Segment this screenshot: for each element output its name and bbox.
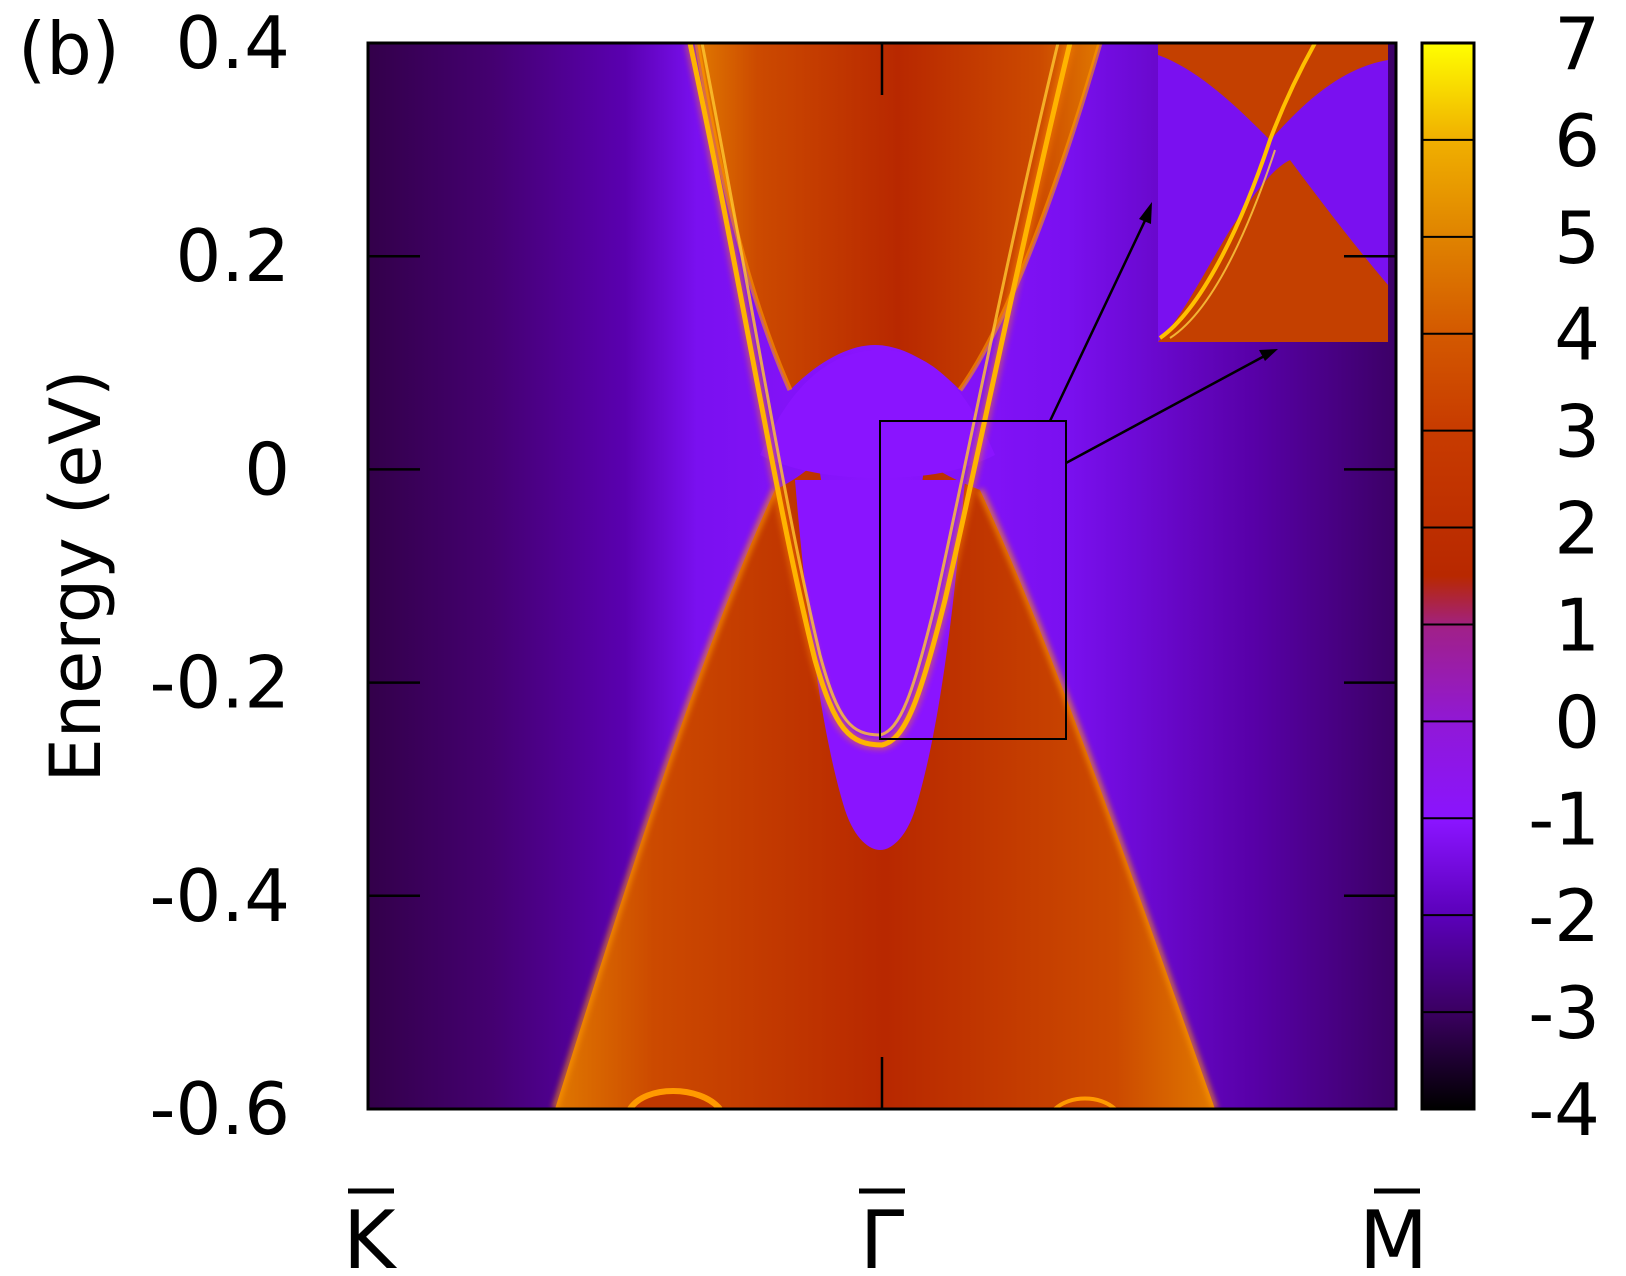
colorbar-tick-label: 4 [1554, 293, 1600, 377]
zoom-arrow-upper [1048, 209, 1152, 422]
colorbar-tick-label: 0 [1554, 680, 1600, 764]
x-tick-label: Γ [860, 1194, 905, 1276]
colorbar-ticks: 7 6 5 4 3 2 1 0 -1 -2 -3 -4 [1422, 2, 1600, 1152]
inset-surface-state [1158, 43, 1317, 340]
y-tick-label: -0.6 [150, 1067, 290, 1151]
y-tick-label: 0 [244, 427, 290, 511]
y-axis-label: Energy (eV) [35, 370, 117, 783]
surface-state-outer [687, 43, 1073, 748]
x-tick-label: K [343, 1194, 398, 1276]
y-tick-label: -0.2 [150, 641, 290, 725]
colorbar-tick-label: 3 [1554, 390, 1600, 474]
zoom-box [879, 420, 1067, 740]
bottom-pocket-right [1053, 1096, 1117, 1109]
zoom-arrow-lower-head [1259, 349, 1278, 361]
colorbar-tick-label: 2 [1554, 487, 1600, 571]
zoom-arrow-lower [1065, 351, 1271, 465]
y-tick-label: 0.4 [175, 1, 290, 85]
colorbar-tick-label: 5 [1554, 196, 1600, 280]
x-tick-label: M [1359, 1194, 1428, 1276]
gap-purple-dome [760, 350, 995, 478]
colorbar-tick-label: 7 [1554, 2, 1600, 86]
conduction-edge-glow-right [957, 43, 1103, 392]
colorbar-tick-label: -4 [1528, 1068, 1600, 1152]
colorbar-tick-label: -1 [1528, 777, 1600, 861]
y-tick-label: -0.4 [150, 854, 290, 938]
inset-magnified [1158, 43, 1388, 342]
y-tick-label: 0.2 [175, 214, 290, 298]
zoom-arrow-upper-head [1139, 202, 1152, 224]
colorbar-tick-label: -2 [1528, 874, 1600, 958]
band-edge-glow-left [552, 488, 778, 1109]
colorbar-tick-label: 1 [1554, 583, 1600, 667]
colorbar [1420, 41, 1476, 1111]
inset-bulk-top [1158, 43, 1388, 140]
band-edge-glow-right [977, 488, 1218, 1109]
colorbar-tick-label: 6 [1554, 99, 1600, 183]
inset-bulk-lower [1158, 160, 1388, 342]
inset-surface-state-2 [1169, 149, 1276, 339]
bottom-pocket-left [627, 1088, 723, 1109]
y-axis: 0.4 0.2 0 -0.2 -0.4 -0.6 [150, 1, 1396, 1151]
panel-label: (b) [18, 7, 120, 91]
colorbar-tick-label: -3 [1528, 971, 1600, 1055]
